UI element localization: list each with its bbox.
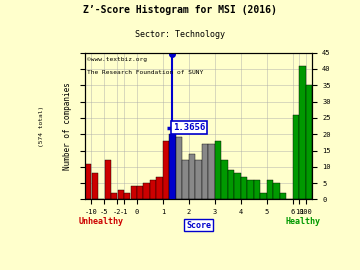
Bar	[202, 144, 208, 200]
Bar	[208, 144, 215, 200]
Bar	[228, 170, 234, 200]
Bar	[241, 177, 247, 200]
Text: Unhealthy: Unhealthy	[78, 217, 123, 226]
Text: (574 total): (574 total)	[39, 105, 44, 147]
Bar	[111, 193, 117, 200]
Bar	[137, 186, 143, 200]
Bar	[150, 180, 156, 200]
Bar	[131, 186, 137, 200]
Bar	[300, 66, 306, 200]
Bar	[170, 134, 176, 200]
Bar	[215, 141, 221, 200]
Bar	[183, 160, 189, 200]
Bar	[267, 180, 273, 200]
Bar	[189, 154, 195, 200]
Bar	[163, 141, 169, 200]
Y-axis label: Number of companies: Number of companies	[63, 82, 72, 170]
Bar	[144, 183, 150, 200]
Bar	[117, 190, 124, 200]
Bar	[157, 177, 163, 200]
Bar	[124, 193, 130, 200]
Text: Healthy: Healthy	[285, 217, 320, 226]
Bar	[85, 164, 91, 200]
Bar	[221, 160, 228, 200]
Text: The Research Foundation of SUNY: The Research Foundation of SUNY	[87, 70, 203, 75]
Bar	[104, 160, 111, 200]
Text: 1.3656: 1.3656	[173, 123, 205, 132]
Bar	[91, 173, 98, 200]
Bar	[195, 160, 202, 200]
Bar	[254, 180, 260, 200]
X-axis label: Score: Score	[186, 221, 211, 230]
Bar	[293, 114, 299, 200]
Bar	[176, 137, 182, 200]
Bar	[306, 85, 312, 200]
Bar	[247, 180, 254, 200]
Bar	[280, 193, 286, 200]
Bar	[261, 193, 267, 200]
Text: Z’-Score Histogram for MSI (2016): Z’-Score Histogram for MSI (2016)	[83, 5, 277, 15]
Bar	[274, 183, 280, 200]
Bar	[234, 173, 241, 200]
Text: Sector: Technology: Sector: Technology	[135, 30, 225, 39]
Text: ©www.textbiz.org: ©www.textbiz.org	[87, 57, 147, 62]
